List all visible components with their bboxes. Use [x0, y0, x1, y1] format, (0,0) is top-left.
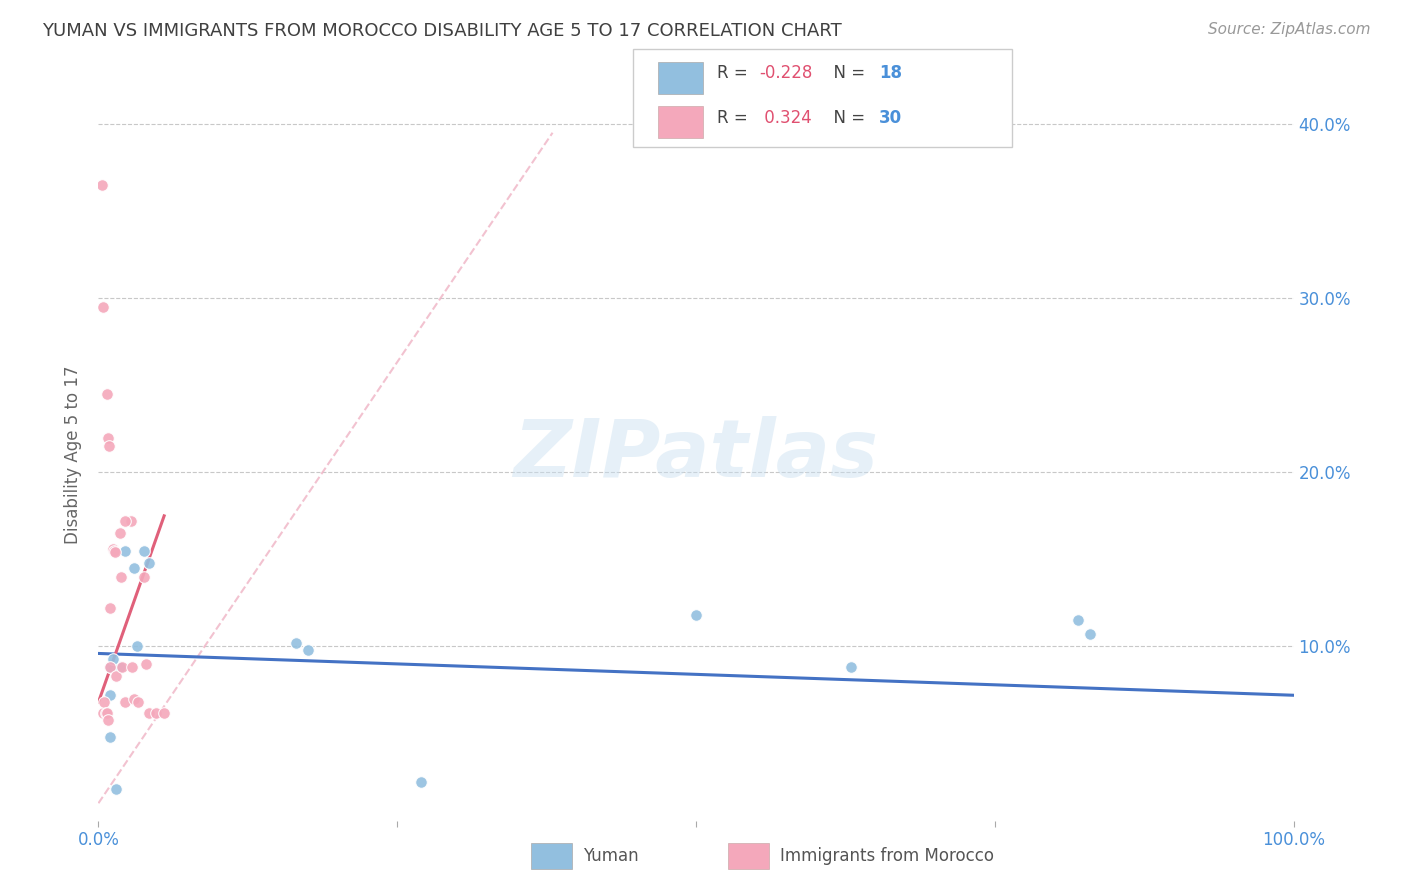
Text: Source: ZipAtlas.com: Source: ZipAtlas.com	[1208, 22, 1371, 37]
Point	[98, 688, 122, 702]
Text: 0.324: 0.324	[759, 109, 813, 127]
Point	[114, 695, 136, 709]
Point	[108, 660, 131, 674]
Point	[91, 300, 114, 314]
Point	[98, 601, 122, 615]
Text: YUMAN VS IMMIGRANTS FROM MOROCCO DISABILITY AGE 5 TO 17 CORRELATION CHART: YUMAN VS IMMIGRANTS FROM MOROCCO DISABIL…	[42, 22, 842, 40]
Point	[685, 608, 707, 623]
Point	[94, 706, 117, 720]
Point	[114, 514, 136, 528]
Text: N =: N =	[823, 109, 870, 127]
Point	[132, 543, 155, 558]
Point	[114, 543, 136, 558]
Point	[284, 636, 307, 650]
Text: -0.228: -0.228	[759, 64, 813, 82]
Point	[91, 706, 114, 720]
Y-axis label: Disability Age 5 to 17: Disability Age 5 to 17	[65, 366, 83, 544]
Point	[138, 706, 160, 720]
Point	[103, 543, 125, 558]
Point	[105, 782, 128, 797]
Point	[110, 570, 132, 584]
Point	[97, 713, 120, 727]
Point	[96, 387, 118, 401]
Point	[101, 541, 124, 556]
Point	[91, 178, 114, 192]
Text: Yuman: Yuman	[583, 847, 640, 865]
Text: Immigrants from Morocco: Immigrants from Morocco	[780, 847, 994, 865]
Point	[108, 526, 131, 541]
Point	[124, 561, 146, 575]
Text: R =: R =	[717, 64, 754, 82]
Point	[127, 695, 149, 709]
Text: 18: 18	[879, 64, 901, 82]
Point	[841, 660, 863, 674]
Point	[120, 514, 142, 528]
Point	[111, 660, 134, 674]
Text: 30: 30	[879, 109, 901, 127]
Point	[1080, 627, 1102, 641]
Text: ZIPatlas: ZIPatlas	[513, 416, 879, 494]
Point	[98, 730, 122, 744]
Point	[98, 439, 121, 453]
Point	[138, 556, 160, 570]
Point	[101, 651, 124, 665]
Point	[93, 695, 115, 709]
Point	[98, 660, 122, 674]
Text: N =: N =	[823, 64, 870, 82]
Point	[135, 657, 157, 671]
Point	[98, 660, 122, 674]
Point	[125, 640, 148, 654]
Point	[121, 660, 143, 674]
Point	[411, 775, 433, 789]
Point	[153, 706, 176, 720]
Text: R =: R =	[717, 109, 754, 127]
Point	[96, 706, 118, 720]
Point	[124, 691, 146, 706]
Point	[1067, 613, 1090, 627]
Point	[132, 570, 155, 584]
Point	[297, 643, 319, 657]
Point	[145, 706, 167, 720]
Point	[105, 669, 128, 683]
Point	[104, 545, 127, 559]
Point	[97, 430, 120, 444]
